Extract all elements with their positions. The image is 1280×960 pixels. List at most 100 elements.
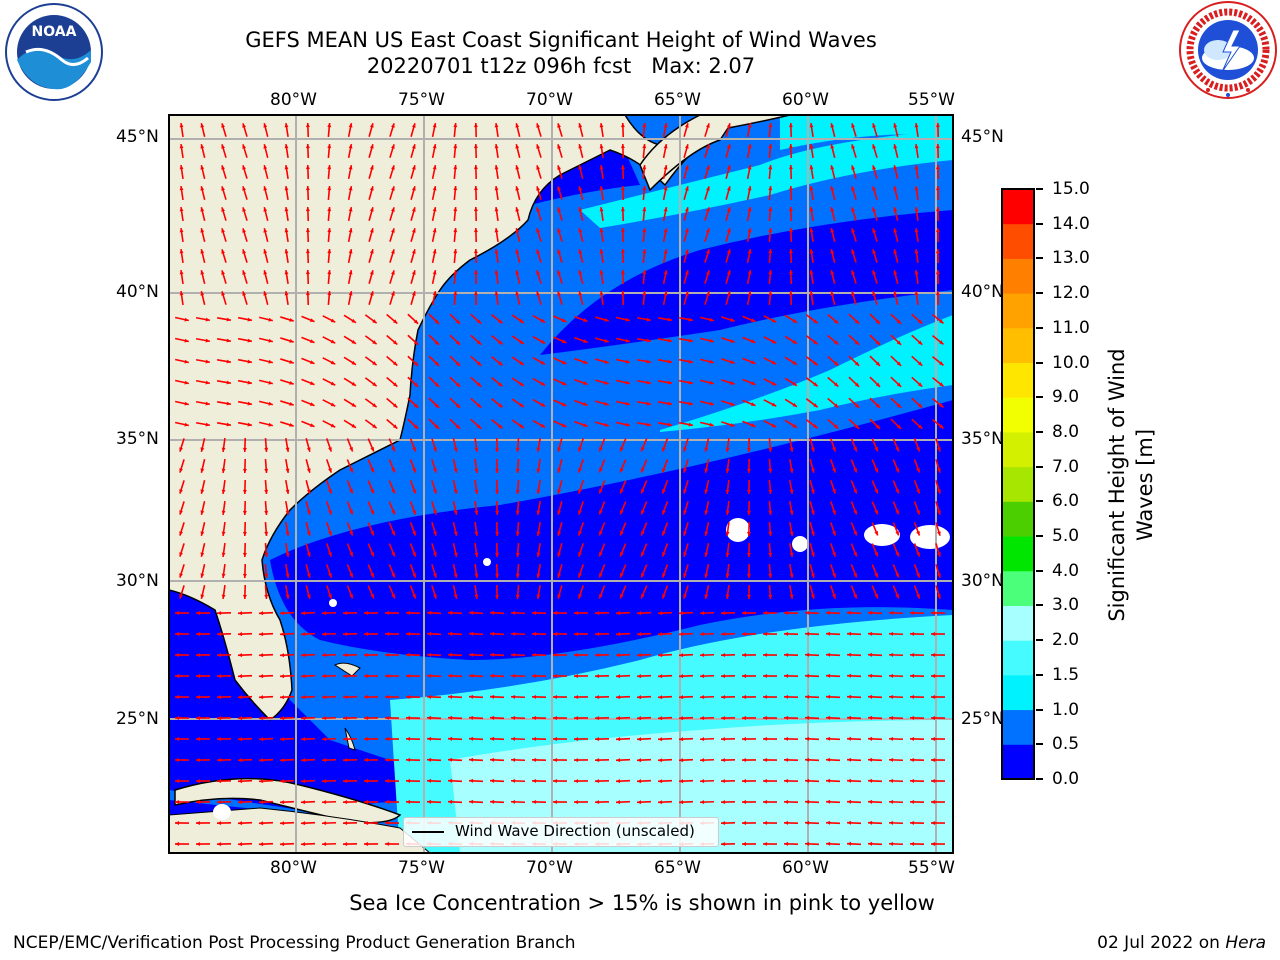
wave-direction-arrow xyxy=(763,315,777,323)
wave-direction-arrow xyxy=(384,779,400,783)
wave-direction-arrow xyxy=(473,185,478,201)
wave-direction-arrow xyxy=(364,419,378,429)
wave-direction-arrow xyxy=(846,736,862,741)
wave-direction-arrow xyxy=(935,164,940,180)
wave-direction-arrow xyxy=(284,227,289,243)
wave-direction-arrow xyxy=(762,716,778,720)
wave-direction-arrow xyxy=(363,674,379,678)
wave-direction-arrow xyxy=(468,799,484,804)
wave-direction-arrow xyxy=(470,334,482,346)
wave-direction-arrow xyxy=(491,376,503,388)
wave-direction-arrow xyxy=(804,673,820,678)
wave-direction-arrow xyxy=(284,185,289,201)
wave-direction-arrow xyxy=(615,653,631,658)
wave-direction-arrow xyxy=(598,438,606,452)
wave-direction-arrow xyxy=(426,799,442,804)
wave-direction-arrow xyxy=(788,521,794,537)
wave-direction-arrow xyxy=(930,800,946,804)
wave-direction-arrow xyxy=(721,421,735,427)
wave-direction-arrow xyxy=(914,122,919,138)
wave-direction-arrow xyxy=(788,122,793,138)
wave-direction-arrow xyxy=(386,334,398,346)
wave-direction-arrow xyxy=(909,715,925,720)
colorbar-tick-mark xyxy=(1036,465,1043,468)
wave-direction-arrow xyxy=(829,543,837,557)
wave-direction-arrow xyxy=(237,400,253,406)
wave-direction-arrow xyxy=(599,143,604,159)
wave-direction-arrow xyxy=(347,185,353,201)
wave-direction-arrow xyxy=(620,227,625,243)
wave-direction-arrow xyxy=(405,631,421,636)
lon-label-top: 60°W xyxy=(782,90,829,110)
wave-direction-arrow xyxy=(410,123,416,137)
wave-direction-arrow xyxy=(557,585,563,599)
wave-direction-arrow xyxy=(179,185,184,201)
wave-direction-arrow xyxy=(264,500,269,516)
wave-direction-arrow xyxy=(746,542,751,558)
wave-direction-arrow xyxy=(384,800,400,804)
wave-direction-arrow xyxy=(468,736,484,741)
wave-direction-arrow xyxy=(574,399,588,407)
wave-direction-arrow xyxy=(552,611,568,615)
wave-direction-arrow xyxy=(825,736,841,741)
wave-direction-arrow xyxy=(557,249,563,263)
wave-direction-arrow xyxy=(426,736,442,741)
wave-direction-arrow xyxy=(825,841,841,846)
colorbar-tick-label: 1.0 xyxy=(1052,699,1080,720)
wave-direction-arrow xyxy=(662,122,668,138)
wave-direction-arrow xyxy=(405,610,421,615)
wave-direction-arrow xyxy=(867,631,883,636)
wave-direction-arrow xyxy=(909,736,925,741)
wave-direction-arrow xyxy=(935,543,941,557)
wave-direction-arrow xyxy=(783,694,799,699)
wave-direction-arrow xyxy=(510,652,526,657)
wave-direction-arrow xyxy=(195,716,211,720)
wave-direction-arrow xyxy=(363,758,379,762)
wave-direction-arrow xyxy=(742,315,756,323)
wave-direction-arrow xyxy=(557,270,563,284)
wave-direction-arrow xyxy=(237,842,253,847)
wave-direction-arrow xyxy=(890,355,902,367)
wave-direction-arrow xyxy=(389,144,395,158)
wave-direction-arrow xyxy=(367,480,375,494)
wave-direction-arrow xyxy=(510,757,526,762)
wave-direction-arrow xyxy=(661,543,669,557)
wave-direction-arrow xyxy=(368,249,374,263)
wave-direction-arrow xyxy=(489,778,505,783)
wave-direction-arrow xyxy=(762,842,778,846)
wave-direction-arrow xyxy=(179,164,184,180)
wave-direction-arrow xyxy=(473,290,478,306)
wave-direction-arrow xyxy=(636,316,652,322)
wave-direction-arrow xyxy=(850,501,858,515)
wave-direction-arrow xyxy=(827,334,839,346)
wave-direction-arrow xyxy=(242,479,247,495)
wave-direction-arrow xyxy=(869,418,881,430)
wave-direction-arrow xyxy=(830,270,836,284)
wave-direction-arrow xyxy=(867,757,883,762)
wave-direction-arrow xyxy=(619,438,627,452)
wave-direction-arrow xyxy=(595,421,609,427)
wave-direction-arrow xyxy=(888,778,904,783)
wave-direction-arrow xyxy=(574,378,588,386)
wave-direction-arrow xyxy=(762,758,778,762)
wave-direction-arrow xyxy=(788,227,793,243)
lon-label-top: 75°W xyxy=(398,90,445,110)
wave-direction-arrow xyxy=(746,458,751,474)
wave-direction-arrow xyxy=(346,522,354,536)
wave-direction-arrow xyxy=(342,611,358,616)
wave-direction-arrow xyxy=(368,144,374,158)
wave-direction-arrow xyxy=(788,164,793,180)
wave-direction-arrow xyxy=(636,695,652,700)
wave-direction-arrow xyxy=(515,458,520,474)
wave-direction-arrow xyxy=(704,165,710,179)
wave-direction-arrow xyxy=(474,458,479,474)
wave-direction-arrow xyxy=(285,437,290,453)
lon-label-top: 70°W xyxy=(526,90,573,110)
wave-direction-arrow xyxy=(848,418,860,430)
wave-direction-arrow xyxy=(768,542,773,558)
colorbar-cell xyxy=(1002,293,1034,329)
wave-direction-arrow xyxy=(452,563,458,579)
wave-direction-arrow xyxy=(846,799,862,804)
wave-direction-arrow xyxy=(620,122,625,138)
wave-direction-arrow xyxy=(683,270,689,284)
